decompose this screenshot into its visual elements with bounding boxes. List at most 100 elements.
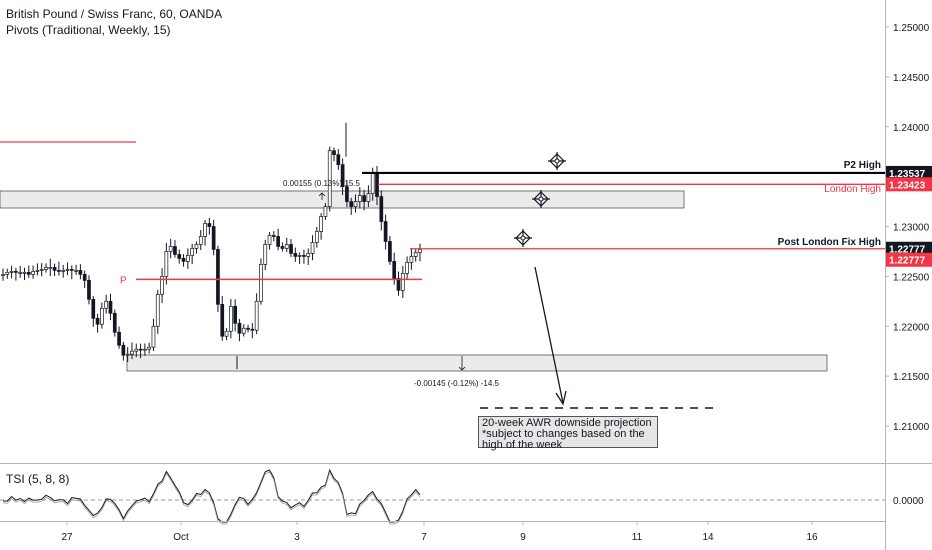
candle-body <box>100 307 104 325</box>
price-tag-label: 1.22777 <box>889 245 926 256</box>
candle-body <box>194 244 199 249</box>
candle-body <box>190 248 195 256</box>
candle-body <box>26 272 31 275</box>
candle-body <box>289 244 293 254</box>
x-tick-label: 7 <box>421 532 427 543</box>
candle-body <box>323 206 328 217</box>
x-tick-label: 9 <box>520 532 526 543</box>
candle-body <box>409 256 414 263</box>
candle-body <box>138 348 143 351</box>
candles <box>1 122 422 370</box>
candle-body <box>186 255 190 262</box>
x-tick-label: 27 <box>61 532 73 543</box>
candle-body <box>134 348 139 352</box>
candle-body <box>130 350 134 355</box>
crosshair-target-icon <box>532 190 550 208</box>
candle-body <box>259 264 263 302</box>
candle-body <box>405 262 409 274</box>
measure-down-arrow <box>458 356 466 371</box>
candle-body <box>168 246 173 252</box>
candle-body <box>35 270 40 272</box>
candle-body <box>147 346 152 350</box>
candle-body <box>31 271 35 275</box>
candle-body <box>216 249 220 305</box>
price-tag <box>886 241 932 256</box>
candle-body <box>396 278 401 291</box>
candle-body <box>69 269 74 271</box>
candle-body <box>220 303 225 337</box>
candle-body <box>400 273 405 291</box>
candle-body <box>413 252 418 257</box>
candle-body <box>263 244 268 265</box>
candle-body <box>82 274 87 281</box>
x-tick-label: 14 <box>702 532 714 543</box>
candle-body <box>1 274 5 276</box>
y-tick-label: 1.23000 <box>893 223 930 234</box>
candle-body <box>302 255 306 257</box>
candle-body <box>392 261 397 279</box>
candle-body <box>48 267 53 269</box>
candle-body <box>228 305 233 332</box>
candle-body <box>181 258 186 262</box>
tsi-line <box>2 468 421 523</box>
level-name: London High <box>824 184 881 195</box>
candle-body <box>78 270 83 275</box>
candle-body <box>241 327 246 334</box>
candle-body <box>254 300 259 331</box>
crosshair-target-icon <box>548 152 566 170</box>
candle-body <box>57 270 61 272</box>
candle-body <box>155 293 160 327</box>
measure-down-label: -0.00145 (-0.12%) -14.5 <box>414 379 499 388</box>
x-tick-label: 16 <box>806 532 818 543</box>
projection-arrow-head <box>555 390 567 406</box>
candle-body <box>293 253 298 257</box>
resistance-zone <box>0 190 685 209</box>
tsi-legend[interactable]: TSI (5, 8, 8) <box>6 472 70 486</box>
y-tick-label: 1.22000 <box>893 322 930 333</box>
y-tick-label: 1.21000 <box>893 422 930 433</box>
tsi-pane: 0.0000 <box>0 468 924 525</box>
zones <box>0 190 828 372</box>
candle-body <box>237 322 242 334</box>
candle-body <box>388 241 392 262</box>
current-price-label: 1.22777 <box>889 256 926 267</box>
x-tick-label: Oct <box>173 532 189 543</box>
candle-body <box>345 186 349 202</box>
projection-arrow <box>534 266 564 404</box>
pivot-label: P <box>120 275 127 286</box>
candle-body <box>332 150 336 156</box>
x-tick-label: 3 <box>294 532 300 543</box>
candle-body <box>314 231 319 243</box>
projection-note[interactable]: 20-week AWR downside projection *subject… <box>478 416 658 451</box>
y-tick-label: 1.25000 <box>893 23 930 34</box>
candle-body <box>52 267 57 271</box>
x-tick-label: 11 <box>632 532 643 543</box>
candle-body <box>362 195 366 202</box>
candle-body <box>203 223 207 237</box>
tsi-signal-line <box>2 471 421 525</box>
candle-body <box>91 298 96 319</box>
candle-body <box>353 201 358 207</box>
y-tick-label: 1.24000 <box>893 123 930 134</box>
candle-body <box>310 242 315 254</box>
candle-body <box>22 272 27 274</box>
candle-body <box>14 271 18 273</box>
candle-body <box>297 255 302 257</box>
candle-body <box>44 267 48 270</box>
pivots-legend[interactable]: Pivots (Traditional, Weekly, 15) <box>6 23 171 37</box>
candle-body <box>5 272 10 275</box>
crosshair-target-icon <box>514 229 532 247</box>
candle-body <box>18 272 23 274</box>
candle-body <box>383 221 388 242</box>
candle-body <box>327 150 332 207</box>
support-zone <box>126 354 828 372</box>
candle-body <box>65 269 70 271</box>
candle-body <box>164 251 169 277</box>
projection-note-line-3: high of the week <box>482 439 563 451</box>
y-tick-label: 1.21500 <box>893 372 930 383</box>
candle-body <box>418 249 422 253</box>
y-tick-label: 1.24500 <box>893 73 930 84</box>
chart-title: British Pound / Swiss Franc, 60, OANDA <box>6 7 223 21</box>
candle-body <box>224 330 229 337</box>
